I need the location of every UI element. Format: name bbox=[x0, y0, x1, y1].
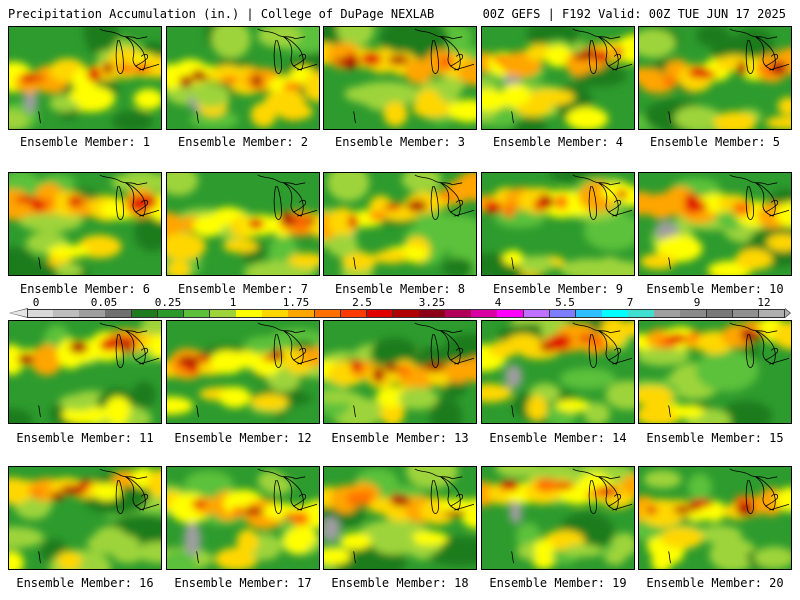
colorbar-swatch bbox=[183, 309, 211, 318]
ensemble-member-label: Ensemble Member: 18 bbox=[331, 576, 469, 590]
colorbar-tick-label: 7 bbox=[626, 296, 634, 309]
colorbar-swatch bbox=[288, 309, 315, 318]
ensemble-member-label: Ensemble Member: 14 bbox=[489, 431, 627, 445]
run-valid-time: 00Z GEFS | F192 Valid: 00Z TUE JUN 17 20… bbox=[482, 7, 786, 21]
colorbar-swatch bbox=[680, 309, 708, 318]
colorbar-swatch bbox=[575, 309, 603, 318]
ensemble-member-map bbox=[638, 26, 792, 130]
colorbar-tick-label: 9 bbox=[693, 296, 701, 309]
ensemble-member-map bbox=[166, 26, 320, 130]
ensemble-member-map bbox=[8, 172, 162, 276]
colorbar-swatch bbox=[706, 309, 734, 318]
colorbar-tick-label: 0.25 bbox=[154, 296, 182, 309]
ensemble-member-label: Ensemble Member: 7 bbox=[177, 282, 309, 296]
ensemble-member-map bbox=[323, 320, 477, 424]
ensemble-member-label: Ensemble Member: 8 bbox=[334, 282, 466, 296]
ensemble-member-map bbox=[323, 172, 477, 276]
colorbar-swatch bbox=[392, 309, 420, 318]
colorbar-swatch bbox=[105, 309, 133, 318]
ensemble-member-map bbox=[8, 320, 162, 424]
colorbar-tick-label: 0 bbox=[32, 296, 40, 309]
colorbar-swatch bbox=[445, 309, 472, 318]
ensemble-member-label: Ensemble Member: 3 bbox=[334, 135, 466, 149]
colorbar-swatch bbox=[758, 309, 786, 318]
ensemble-member-label: Ensemble Member: 15 bbox=[646, 431, 784, 445]
ensemble-member-label: Ensemble Member: 9 bbox=[492, 282, 624, 296]
ensemble-member-map bbox=[638, 466, 792, 570]
colorbar-tick-label: 5.5 bbox=[555, 296, 575, 309]
ensemble-member-map bbox=[166, 172, 320, 276]
ensemble-member-label: Ensemble Member: 4 bbox=[492, 135, 624, 149]
colorbar-swatch bbox=[236, 309, 263, 318]
colorbar-tick-label: 0.05 bbox=[90, 296, 118, 309]
ensemble-member-map bbox=[638, 320, 792, 424]
ensemble-member-label: Ensemble Member: 6 bbox=[19, 282, 151, 296]
ensemble-member-map bbox=[638, 172, 792, 276]
ensemble-member-map bbox=[8, 466, 162, 570]
colorbar-swatch bbox=[157, 309, 185, 318]
colorbar-swatch bbox=[314, 309, 342, 318]
ensemble-member-label: Ensemble Member: 19 bbox=[489, 576, 627, 590]
product-title: Precipitation Accumulation (in.) | Colle… bbox=[8, 7, 435, 21]
colorbar-swatch bbox=[209, 309, 237, 318]
colorbar-swatch bbox=[497, 309, 525, 318]
colorbar-swatch bbox=[131, 309, 159, 318]
ensemble-member-map bbox=[481, 466, 635, 570]
colorbar-swatch bbox=[53, 309, 80, 318]
colorbar-swatch bbox=[262, 309, 289, 318]
ensemble-member-label: Ensemble Member: 13 bbox=[331, 431, 469, 445]
ensemble-member-map bbox=[323, 466, 477, 570]
colorbar-swatch bbox=[732, 309, 760, 318]
colorbar-tick-label: 1 bbox=[229, 296, 237, 309]
colorbar-swatch bbox=[523, 309, 551, 318]
colorbar-tick-label: 2.5 bbox=[352, 296, 372, 309]
colorbar-swatch bbox=[628, 309, 655, 318]
ensemble-member-map bbox=[481, 26, 635, 130]
colorbar-bar bbox=[27, 309, 786, 318]
ensemble-member-label: Ensemble Member: 11 bbox=[16, 431, 154, 445]
ensemble-member-map bbox=[166, 466, 320, 570]
colorbar-tick-label: 12 bbox=[757, 296, 771, 309]
colorbar-tick-label: 1.75 bbox=[282, 296, 310, 309]
colorbar-swatch bbox=[340, 309, 368, 318]
colorbar-tick-label: 3.25 bbox=[418, 296, 446, 309]
colorbar-swatch bbox=[654, 309, 681, 318]
ensemble-member-label: Ensemble Member: 2 bbox=[177, 135, 309, 149]
ensemble-member-label: Ensemble Member: 20 bbox=[646, 576, 784, 590]
ensemble-member-label: Ensemble Member: 10 bbox=[646, 282, 784, 296]
ensemble-member-map bbox=[166, 320, 320, 424]
ensemble-member-label: Ensemble Member: 1 bbox=[19, 135, 151, 149]
ensemble-member-label: Ensemble Member: 17 bbox=[174, 576, 312, 590]
colorbar-right-arrow bbox=[785, 309, 790, 317]
ensemble-member-map bbox=[323, 26, 477, 130]
colorbar-left-arrow bbox=[10, 309, 27, 317]
colorbar-swatch bbox=[79, 309, 106, 318]
ensemble-member-label: Ensemble Member: 12 bbox=[174, 431, 312, 445]
colorbar-swatch bbox=[27, 309, 54, 318]
ensemble-member-map bbox=[481, 320, 635, 424]
ensemble-member-map bbox=[8, 26, 162, 130]
colorbar-tick-label: 4 bbox=[494, 296, 502, 309]
ensemble-member-map bbox=[481, 172, 635, 276]
ensemble-member-label: Ensemble Member: 5 bbox=[649, 135, 781, 149]
colorbar-swatch bbox=[419, 309, 446, 318]
colorbar-swatch bbox=[549, 309, 577, 318]
colorbar-swatch bbox=[471, 309, 498, 318]
colorbar-swatch bbox=[602, 309, 629, 318]
ensemble-member-label: Ensemble Member: 16 bbox=[16, 576, 154, 590]
colorbar-swatch bbox=[366, 309, 394, 318]
